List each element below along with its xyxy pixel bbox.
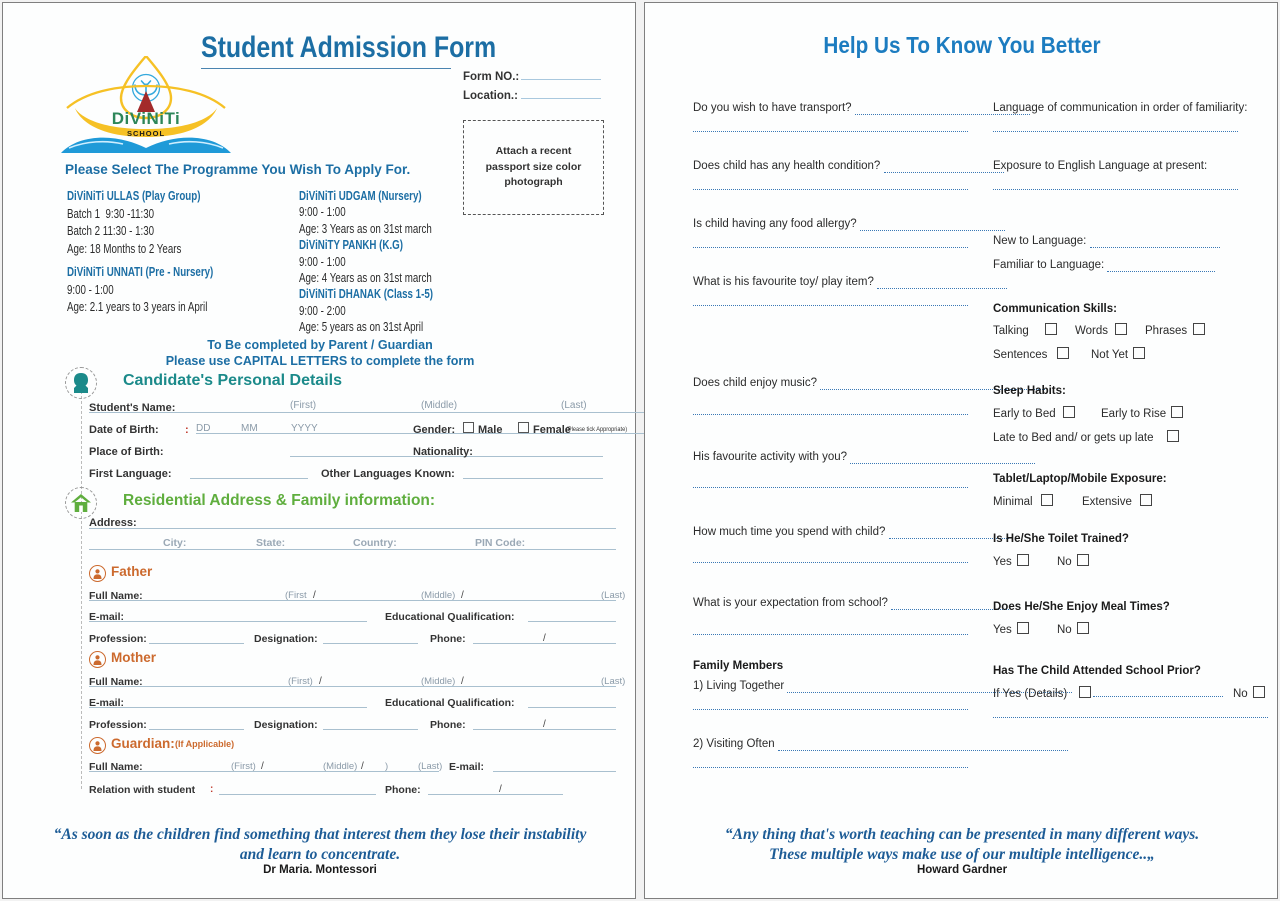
svg-text:DiViNiTi: DiViNiTi <box>112 109 181 128</box>
svg-text:SCHOOL: SCHOOL <box>127 129 165 138</box>
